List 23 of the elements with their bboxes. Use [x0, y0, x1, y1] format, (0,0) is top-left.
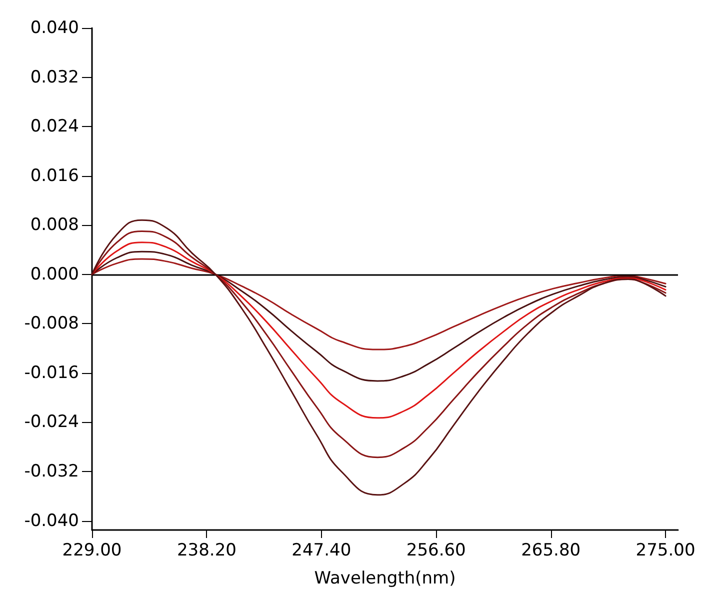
line-series — [91, 230, 666, 458]
line-series — [91, 258, 666, 350]
x-axis-title: Wavelength(nm) — [314, 568, 456, 588]
y-tick-label: 0.040 — [30, 18, 79, 38]
x-tick-label: 247.40 — [292, 540, 352, 560]
y-tick-label: 0.032 — [30, 67, 79, 88]
y-tick-label: 0.024 — [30, 116, 79, 137]
y-tick-label: -0.040 — [24, 510, 79, 531]
line-series — [91, 219, 666, 496]
x-tick-label: 265.80 — [521, 540, 581, 560]
y-tick-label: -0.008 — [24, 314, 79, 334]
y-tick-label: -0.016 — [24, 362, 79, 383]
y-tick-label: -0.024 — [24, 412, 79, 432]
y-tick-label: 0.016 — [30, 166, 79, 186]
x-tick-label: 229.00 — [62, 540, 122, 560]
y-tick-label: 0.000 — [30, 264, 79, 284]
x-tick-label: 256.60 — [406, 540, 466, 560]
x-tick-label: 238.20 — [176, 540, 236, 560]
y-tick-label: -0.032 — [24, 461, 79, 482]
line-series — [91, 250, 666, 382]
line-series — [91, 242, 666, 419]
x-tick-label: 275.00 — [636, 540, 696, 560]
y-tick-label: 0.008 — [30, 215, 79, 236]
